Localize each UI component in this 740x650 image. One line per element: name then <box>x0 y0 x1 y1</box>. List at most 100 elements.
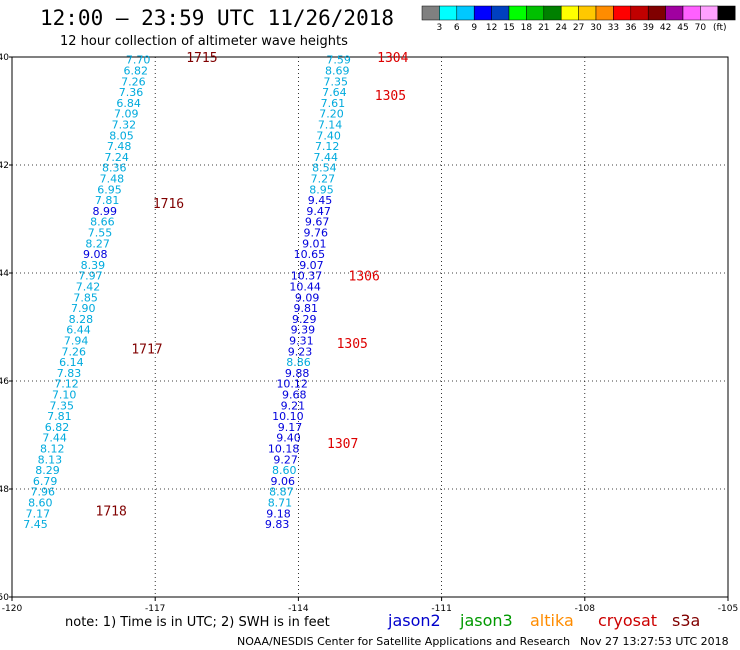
pass-time-label: 1307 <box>327 437 358 452</box>
wave-height-value: 9.83 <box>265 518 290 531</box>
wave-height-value: 9.23 <box>288 345 313 358</box>
color-scale-unit: (ft) <box>713 23 727 33</box>
color-swatch <box>491 5 510 21</box>
wave-height-value: 9.18 <box>266 507 291 520</box>
lat-lon-grid <box>9 56 729 601</box>
wave-height-value: 8.28 <box>69 313 94 326</box>
pass-time-label: 1716 <box>153 197 184 212</box>
color-scale-label: 9 <box>471 23 477 33</box>
color-swatch <box>439 5 458 21</box>
wave-height-value: 8.99 <box>93 205 118 218</box>
wave-height-value: 7.42 <box>76 281 101 294</box>
satellite-tracks: 7.706.827.267.366.847.097.328.057.487.24… <box>23 51 408 531</box>
track-west: 7.706.827.267.366.847.097.328.057.487.24… <box>23 51 217 531</box>
wave-height-value: 7.40 <box>316 129 341 142</box>
wave-height-value: 10.44 <box>289 281 321 294</box>
wave-height-value: 7.44 <box>314 151 339 164</box>
wave-height-value: 7.85 <box>73 291 98 304</box>
map-subtitle: 12 hour collection of altimeter wave hei… <box>60 34 348 49</box>
wave-height-value: 8.69 <box>325 65 350 78</box>
map-frame <box>11 56 729 598</box>
wave-height-value: 7.09 <box>114 108 139 121</box>
wave-height-value: 9.67 <box>305 216 330 229</box>
wave-height-value: 10.18 <box>268 443 300 456</box>
wave-height-value: 7.17 <box>26 507 51 520</box>
color-swatch <box>526 5 545 21</box>
color-swatch <box>560 5 579 21</box>
color-swatch <box>508 5 527 21</box>
wave-height-value: 6.79 <box>33 475 58 488</box>
lon-tick-label: -114 <box>288 604 309 614</box>
wave-height-value: 7.26 <box>121 75 146 88</box>
lat-tick-label: 40 <box>0 53 9 63</box>
color-swatch <box>665 5 684 21</box>
pass-time-label: 1305 <box>337 337 368 352</box>
color-scale-label: 3 <box>437 23 443 33</box>
lon-tick-label: -117 <box>145 604 165 614</box>
color-scale-label: 33 <box>608 23 619 33</box>
wave-height-value: 7.10 <box>52 389 77 402</box>
color-scale-label: 36 <box>625 23 637 33</box>
satellite-legend-jason2: jason2 <box>387 611 441 630</box>
wave-height-value: 8.39 <box>81 259 106 272</box>
wave-height-value: 9.06 <box>271 475 296 488</box>
wave-height-value: 9.27 <box>273 453 298 466</box>
lat-tick-label: 42 <box>0 161 9 171</box>
color-swatch <box>647 5 666 21</box>
color-scale-label: 6 <box>454 23 460 33</box>
wave-height-value: 7.81 <box>95 194 120 207</box>
wave-height-value: 7.45 <box>23 518 48 531</box>
wave-height-value: 8.95 <box>309 183 334 196</box>
wave-height-value: 9.08 <box>83 248 108 261</box>
color-swatch <box>682 5 701 21</box>
wave-height-value: 7.48 <box>107 140 132 153</box>
wave-height-value: 10.10 <box>272 410 304 423</box>
wave-height-value: 9.21 <box>281 399 306 412</box>
axis-tick-labels: -120 -117 -114 -111 -108 -105 40 42 44 46 48 50 <box>0 53 738 614</box>
units-note: note: 1) Time is in UTC; 2) SWH is in fe… <box>65 615 330 630</box>
wave-height-value: 7.12 <box>315 140 340 153</box>
color-scale-label: 18 <box>521 23 533 33</box>
wave-height-value: 7.96 <box>30 486 55 499</box>
wave-height-value: 8.29 <box>35 464 60 477</box>
wave-height-value: 7.14 <box>318 119 343 132</box>
wave-height-value: 9.07 <box>299 259 324 272</box>
track-east: 7.598.697.357.647.617.207.147.407.127.44… <box>265 51 409 531</box>
satellite-legend-s3a: s3a <box>672 611 700 630</box>
wave-height-value: 8.71 <box>268 497 293 510</box>
wave-height-value: 6.84 <box>116 97 141 110</box>
wave-height-value: 7.44 <box>42 432 67 445</box>
wave-height-value: 6.82 <box>45 421 70 434</box>
wave-height-value: 7.48 <box>100 173 125 186</box>
wave-height-value: 9.39 <box>291 324 316 337</box>
wave-height-value: 9.45 <box>308 194 333 207</box>
pass-time-label: 1306 <box>349 270 380 285</box>
wave-height-value: 8.66 <box>90 216 115 229</box>
wave-height-value: 7.70 <box>126 54 151 67</box>
lon-tick-label: -108 <box>575 604 596 614</box>
color-swatch <box>456 5 475 21</box>
color-scale-label: 27 <box>573 23 584 33</box>
color-scale-legend: 3 6 9 12 15 18 21 24 27 30 33 36 39 42 45 70 <box>421 5 736 33</box>
wave-height-value: 8.60 <box>28 497 53 510</box>
wave-height-value: 7.26 <box>61 345 86 358</box>
color-swatch <box>421 5 440 21</box>
wave-height-value: 8.54 <box>312 162 337 175</box>
wave-height-value: 7.27 <box>311 173 336 186</box>
wave-height-value: 7.55 <box>88 227 113 240</box>
color-swatch <box>700 5 719 21</box>
color-scale-label: 24 <box>555 23 567 33</box>
lat-tick-label: 50 <box>0 593 9 603</box>
wave-height-value: 7.24 <box>104 151 129 164</box>
color-swatch <box>630 5 649 21</box>
lat-tick-label: 44 <box>0 269 9 279</box>
color-scale-label: 39 <box>642 23 654 33</box>
color-swatch <box>578 5 597 21</box>
wave-height-value: 9.31 <box>289 335 314 348</box>
color-swatch <box>613 5 632 21</box>
wave-height-value: 7.12 <box>54 378 79 391</box>
pass-time-label: 1715 <box>186 51 217 66</box>
color-swatch <box>717 5 736 21</box>
wave-height-value: 8.12 <box>40 443 65 456</box>
